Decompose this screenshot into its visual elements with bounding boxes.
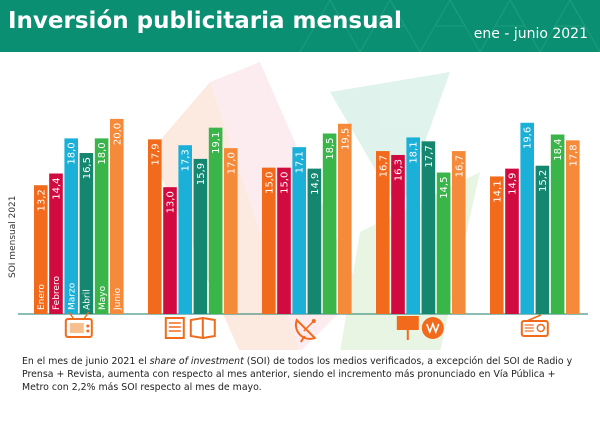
page-title: Inversión publicitaria mensual (8, 8, 402, 34)
bar-1-febrero (49, 173, 63, 314)
data-label: 17,1 (295, 151, 306, 173)
bar-chart: SOI mensual 2021 13,2 Enero 14,4 Febrero 18,… (8, 62, 588, 350)
bar-5-marzo (520, 122, 534, 314)
data-label: 13,2 (36, 189, 47, 211)
header-bar: Inversión publicitaria mensual ene - jun… (0, 0, 600, 52)
data-label: 15,2 (538, 170, 549, 192)
bar-3-febrero (277, 167, 291, 314)
data-label: 17,7 (424, 145, 435, 167)
bar-1-abril (79, 153, 94, 314)
data-label: 14,9 (310, 173, 321, 195)
data-label: 19,1 (211, 132, 222, 154)
bar-3-junio (338, 123, 352, 314)
bar-2-abril (193, 158, 208, 314)
footnote-text-2: (SOI) de todos los medios verificados, a… (22, 356, 573, 393)
radio-icon (520, 314, 549, 337)
data-label: 14,4 (52, 178, 63, 200)
data-label: 15,0 (280, 172, 291, 194)
press-magazine-icon (164, 316, 216, 340)
data-label: 18,4 (553, 138, 564, 160)
data-label: 15,9 (196, 163, 207, 185)
bar-2-marzo (178, 145, 192, 314)
data-label: 16,7 (454, 155, 465, 177)
bar-2-mayo (208, 127, 223, 314)
bar-2-febrero (163, 187, 177, 314)
data-label: 14,9 (508, 173, 519, 195)
bar-2-junio (224, 148, 238, 314)
bar-2-enero (148, 139, 162, 314)
data-label: 16,5 (82, 157, 93, 179)
footnote-text-1: En el mes de junio 2021 el (22, 356, 150, 367)
data-label: 13,0 (166, 191, 177, 213)
bar-1-marzo (64, 138, 78, 314)
bar-4-febrero (391, 154, 405, 314)
data-label: 17,8 (568, 144, 579, 166)
footnote: En el mes de junio 2021 el share of inve… (22, 355, 582, 394)
bar-4-marzo (406, 137, 420, 314)
header-pattern (299, 0, 600, 52)
satellite-dish-icon (294, 318, 317, 343)
data-label: 17,0 (226, 152, 237, 174)
data-label: 17,9 (150, 143, 161, 165)
data-label: 16,3 (394, 159, 405, 181)
bar-1-enero (34, 185, 48, 314)
data-label: 15,0 (264, 172, 275, 194)
bar-5-enero (490, 176, 504, 314)
bar-5-abril (535, 165, 550, 314)
data-label: 16,7 (378, 155, 389, 177)
data-label: 18,0 (67, 142, 78, 164)
data-label: 14,1 (492, 180, 503, 202)
data-label: 18,0 (97, 142, 108, 164)
date-range: ene - junio 2021 (473, 26, 588, 42)
bar-5-mayo (550, 134, 565, 314)
data-label: 20,0 (112, 123, 123, 145)
data-label: 19,6 (523, 127, 534, 149)
billboard-metro-icon (396, 316, 444, 340)
bar-3-abril (307, 168, 322, 314)
legend-junio: Junio (113, 287, 123, 311)
legend-abril: Abril (83, 289, 93, 310)
bar-4-junio (452, 151, 466, 314)
bar-4-abril (421, 141, 436, 314)
bar-5-febrero (505, 168, 519, 314)
legend-mayo: Mayo (98, 285, 108, 310)
data-label: 18,5 (325, 138, 336, 160)
footnote-emphasis: share of investment (149, 356, 244, 367)
legend-enero: Enero (37, 284, 47, 310)
data-label: 18,1 (409, 141, 420, 163)
bar-5-junio (566, 140, 580, 314)
data-label: 17,3 (181, 149, 192, 171)
legend-febrero: Febrero (52, 276, 62, 310)
data-label: 19,5 (340, 128, 351, 150)
bar-4-mayo (436, 172, 451, 314)
bar-4-enero (376, 151, 390, 314)
bar-1-junio (110, 118, 124, 314)
legend-marzo: Marzo (67, 282, 77, 310)
bar-3-mayo (322, 133, 337, 314)
bar-1-mayo (94, 138, 109, 314)
bar-3-marzo (292, 147, 306, 314)
data-label: 14,5 (439, 177, 450, 199)
tv-icon (64, 311, 93, 338)
y-axis-label: SOI mensual 2021 (8, 196, 18, 279)
bar-3-enero (262, 167, 276, 314)
